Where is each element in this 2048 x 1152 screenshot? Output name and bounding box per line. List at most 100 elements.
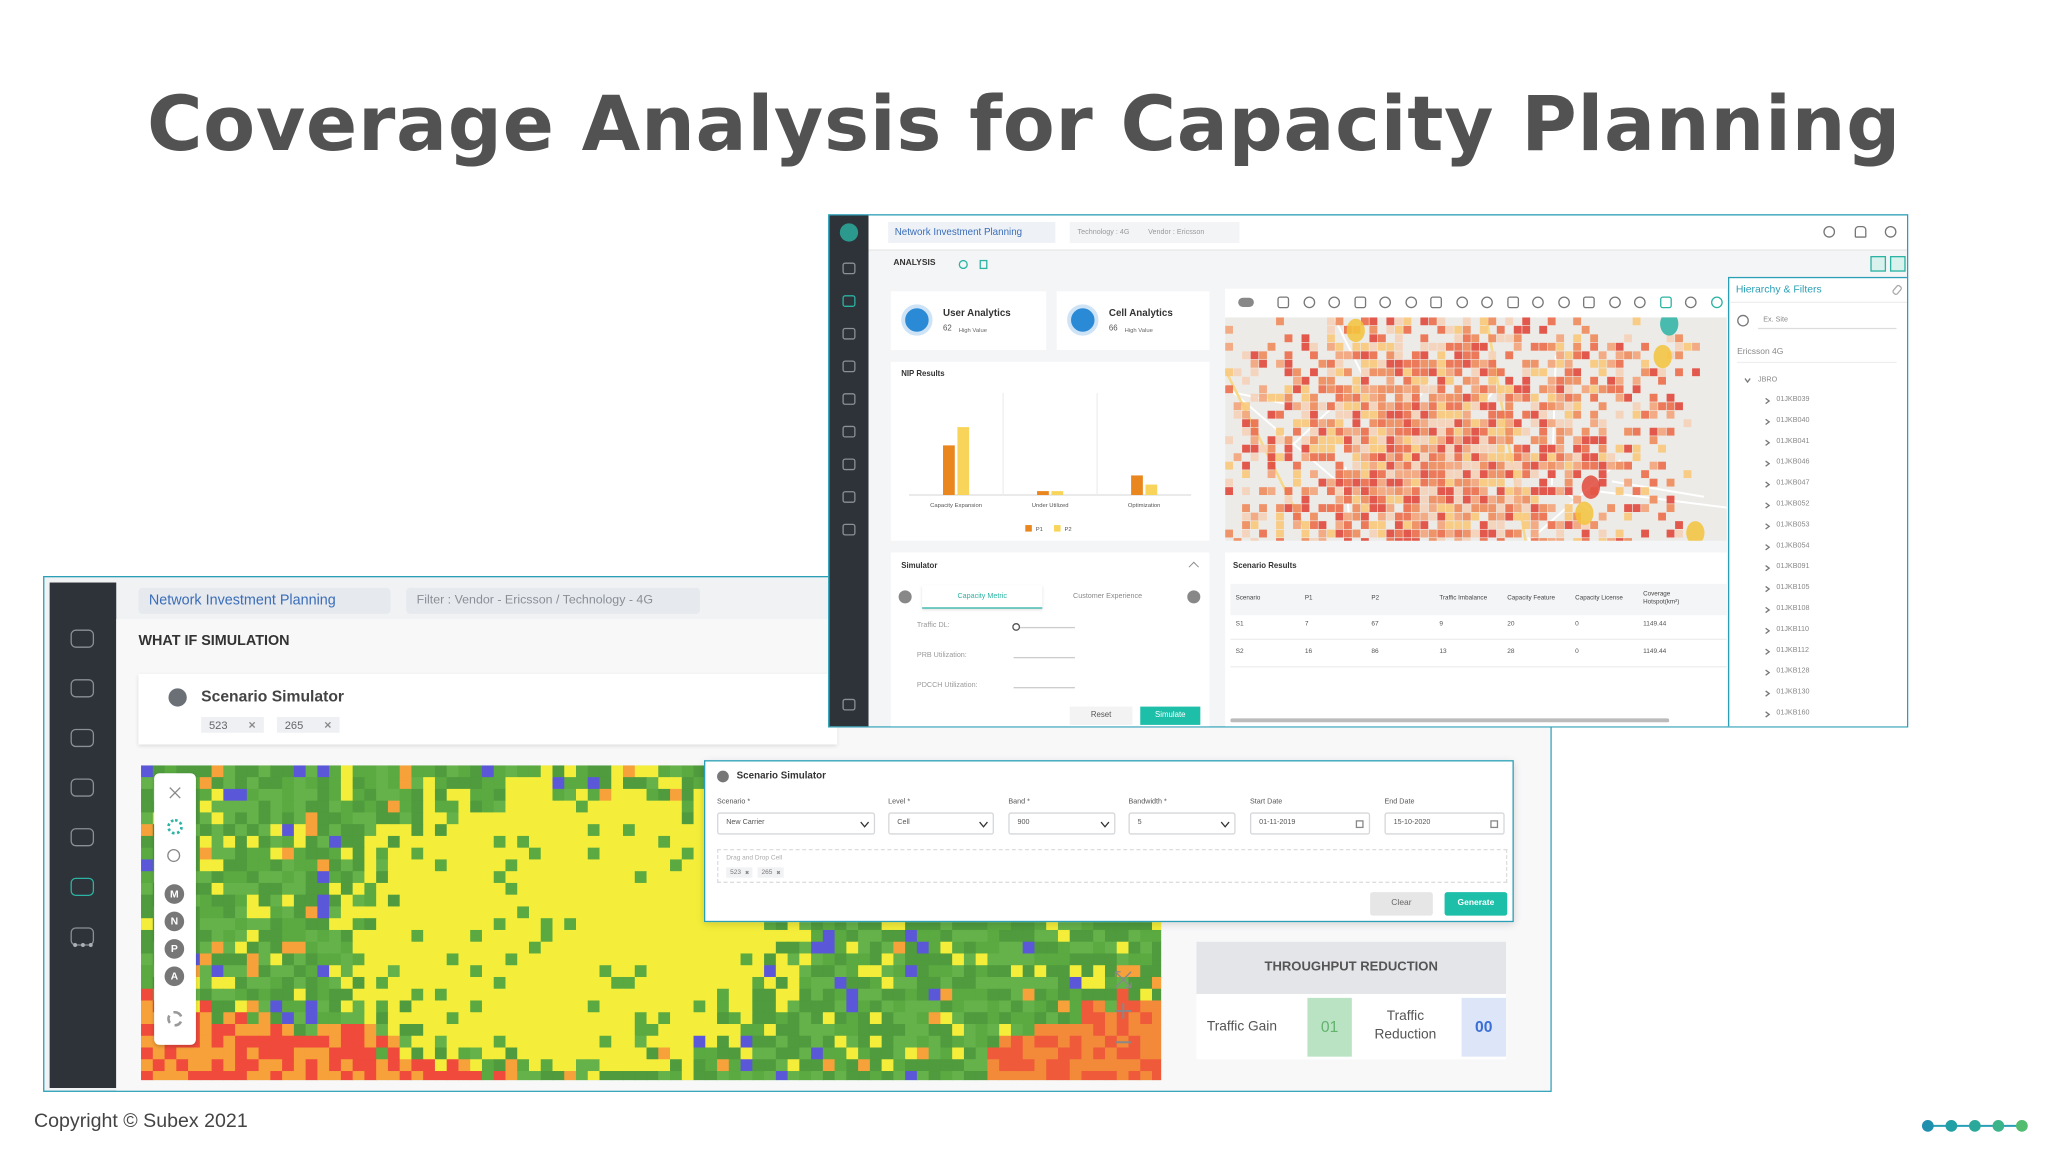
map-tool[interactable]	[1710, 296, 1723, 309]
map-tool[interactable]	[1353, 296, 1366, 309]
prev-arrow[interactable]	[898, 590, 912, 604]
site[interactable]: 01JKB105	[1776, 583, 1810, 592]
map-cell	[1403, 436, 1412, 445]
clear-button[interactable]: Clear	[1370, 892, 1433, 916]
map-cell	[317, 1035, 330, 1049]
map-cell	[987, 1071, 1000, 1081]
site[interactable]: 01JKB091	[1776, 562, 1810, 571]
reset-button[interactable]: Reset	[1069, 706, 1133, 725]
site[interactable]: 01JKB112	[1776, 646, 1809, 655]
map-tool[interactable]	[1328, 296, 1341, 309]
map-cell	[752, 1000, 765, 1013]
site[interactable]: 01JKB160	[1776, 709, 1810, 718]
user-icon[interactable]	[1884, 225, 1897, 238]
list-toggle[interactable]	[1889, 255, 1906, 272]
map-cell	[681, 788, 695, 802]
site[interactable]: 01JKB054	[1776, 542, 1810, 550]
site[interactable]: 01JKB110	[1776, 625, 1809, 634]
map-cell	[705, 976, 718, 990]
tab-active[interactable]: Capacity Metric	[922, 585, 1043, 609]
map-cell	[728, 1023, 742, 1037]
field-input[interactable]: New Carrier	[717, 812, 876, 835]
map-cell	[858, 988, 871, 1002]
field-input[interactable]: 15-10-2020	[1384, 812, 1505, 835]
site[interactable]: 01JKB040	[1776, 416, 1810, 425]
map-cell	[1420, 470, 1429, 479]
map-tool[interactable]	[1277, 296, 1290, 309]
map-tool[interactable]	[1684, 296, 1697, 309]
map-cell	[317, 1012, 330, 1025]
map-tool[interactable]	[1583, 296, 1595, 309]
site[interactable]: 01JKB130	[1776, 688, 1810, 697]
site[interactable]: 01JKB046	[1776, 458, 1810, 467]
tab[interactable]: Customer Experience	[1073, 592, 1143, 601]
map-cell	[1428, 342, 1437, 351]
site[interactable]: 01JKB047	[1776, 479, 1810, 488]
simulate-button[interactable]: Simulate	[1140, 706, 1201, 725]
map-cell	[740, 1035, 753, 1049]
map-cell	[317, 1071, 330, 1081]
map-tool[interactable]: M	[164, 884, 185, 904]
map-cell	[1581, 436, 1590, 445]
map-cell	[611, 941, 624, 955]
field-input[interactable]: 01-11-2019	[1249, 812, 1371, 835]
map-cell	[517, 929, 530, 943]
map-cell	[822, 976, 836, 990]
map-cell	[1034, 1023, 1047, 1037]
card-title: Simulator	[901, 562, 938, 571]
map-tool[interactable]	[1404, 296, 1417, 309]
site[interactable]: 01JKB108	[1776, 604, 1810, 613]
search-icon[interactable]	[1823, 225, 1836, 238]
map-tool[interactable]: A	[164, 966, 185, 987]
map-cell	[752, 1023, 765, 1037]
field-input[interactable]: 5	[1128, 812, 1236, 835]
site[interactable]: 01JKB053	[1776, 521, 1810, 529]
map-tool[interactable]	[1532, 296, 1544, 309]
site[interactable]: 01JKB041	[1776, 437, 1810, 446]
filter-toggle[interactable]	[1870, 255, 1887, 272]
map-cell	[223, 894, 236, 908]
map-cell	[611, 929, 624, 943]
field-input[interactable]: 900	[1008, 812, 1116, 835]
map-tool[interactable]	[1430, 296, 1442, 309]
next-arrow[interactable]	[1187, 590, 1201, 604]
site[interactable]: 01JKB039	[1776, 395, 1810, 404]
map-cell	[317, 953, 330, 966]
map-cell	[446, 788, 460, 802]
map-cell	[1276, 529, 1284, 538]
map-cell	[1428, 487, 1437, 496]
map-cell	[1104, 988, 1118, 1002]
map-cell	[670, 871, 683, 884]
search-input[interactable]: Ex. Site	[1758, 313, 1897, 330]
map-tool[interactable]: P	[164, 939, 185, 959]
map-tool[interactable]	[1608, 296, 1621, 309]
map-cell	[540, 918, 554, 931]
map-tool[interactable]	[1379, 296, 1392, 309]
map-cell	[1564, 470, 1573, 479]
generate-button[interactable]: Generate	[1444, 892, 1508, 916]
site[interactable]: 01JKB128	[1776, 667, 1810, 676]
map-cell	[1488, 444, 1497, 453]
map-cell	[1267, 453, 1276, 462]
map-cell	[1034, 929, 1047, 943]
map-tool[interactable]	[1659, 296, 1672, 309]
site[interactable]: 01JKB052	[1776, 500, 1810, 509]
map-cell	[1010, 953, 1024, 966]
map-tool[interactable]	[1633, 296, 1646, 309]
map-cell	[811, 1035, 824, 1049]
back-icon[interactable]	[1737, 314, 1749, 327]
map-cell	[1496, 504, 1505, 512]
bell-icon[interactable]	[1854, 225, 1867, 238]
map-tool[interactable]	[1302, 296, 1315, 309]
field-input[interactable]: Cell	[888, 812, 994, 835]
map-tool[interactable]: N	[164, 911, 185, 932]
map-tool[interactable]	[1455, 296, 1468, 309]
region[interactable]: JBRO	[1758, 376, 1778, 384]
map-cell	[728, 1035, 742, 1049]
map-tool[interactable]	[1557, 296, 1570, 309]
map-tool[interactable]	[1506, 296, 1519, 309]
map-cell	[740, 941, 753, 955]
slider-knob[interactable]	[1012, 623, 1021, 631]
map-cell	[1010, 1023, 1024, 1037]
map-tool[interactable]	[1481, 296, 1493, 309]
